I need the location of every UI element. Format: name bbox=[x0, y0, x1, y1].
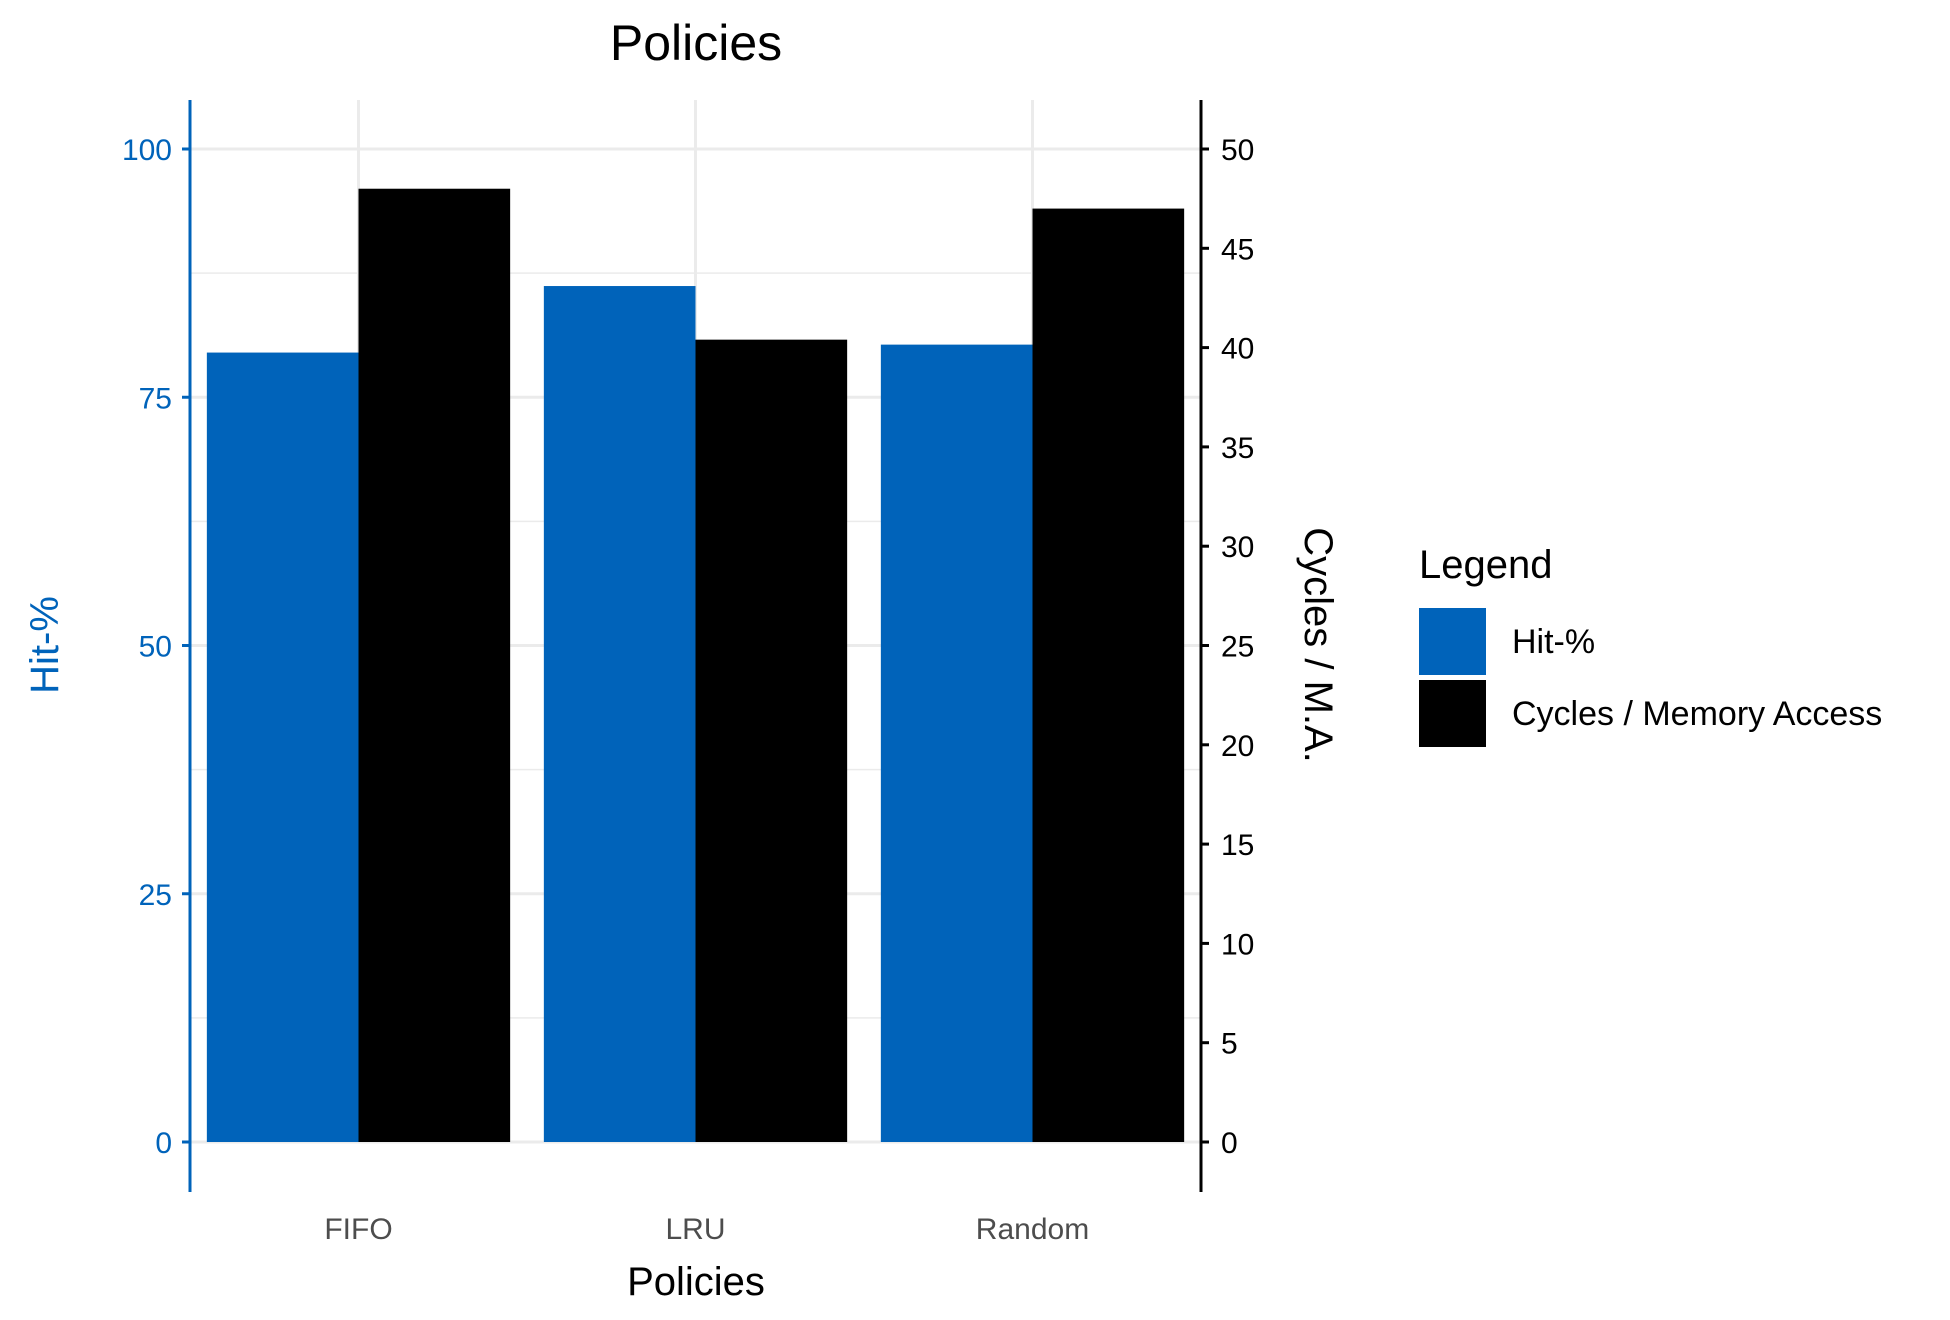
bar-cycles-random bbox=[1032, 208, 1185, 1142]
right-tick-label: 20 bbox=[1221, 730, 1254, 763]
x-tick-label-fifo: FIFO bbox=[324, 1213, 392, 1246]
right-tick-label: 45 bbox=[1221, 233, 1254, 266]
right-tick-label: 40 bbox=[1221, 333, 1254, 366]
right-tick-label: 10 bbox=[1221, 928, 1254, 961]
left-tick-label: 25 bbox=[139, 879, 172, 912]
bar-hit-lru bbox=[543, 286, 696, 1142]
bar-cycles-lru bbox=[695, 339, 848, 1142]
y2-axis-title: Cycles / M.A. bbox=[1296, 527, 1340, 763]
right-tick-label: 0 bbox=[1221, 1127, 1238, 1160]
right-tick-label: 30 bbox=[1221, 531, 1254, 564]
legend-title: Legend bbox=[1419, 543, 1552, 587]
legend: Legend Hit-% Cycles / Memory Access bbox=[1419, 543, 1882, 747]
legend-swatch-cycles bbox=[1419, 680, 1486, 747]
left-tick-label: 100 bbox=[122, 134, 172, 167]
chart-title: Policies bbox=[610, 15, 782, 71]
legend-swatch-hit bbox=[1419, 608, 1486, 675]
left-axis-ticks: 0 25 50 75 100 bbox=[122, 134, 190, 1160]
bar-hit-fifo bbox=[206, 352, 359, 1142]
left-tick-label: 0 bbox=[155, 1127, 172, 1160]
legend-label-cycles: Cycles / Memory Access bbox=[1512, 695, 1882, 733]
bar-cycles-fifo bbox=[358, 188, 511, 1143]
bar-hit-random bbox=[880, 344, 1033, 1143]
legend-items: Hit-% Cycles / Memory Access bbox=[1419, 608, 1882, 747]
right-tick-label: 5 bbox=[1221, 1028, 1238, 1061]
right-tick-label: 50 bbox=[1221, 134, 1254, 167]
legend-label-hit: Hit-% bbox=[1512, 623, 1595, 661]
right-axis-ticks: 0 5 10 15 20 25 30 35 40 45 50 bbox=[1201, 134, 1254, 1160]
x-axis-ticks: FIFO LRU Random bbox=[324, 1213, 1089, 1246]
x-axis-title: Policies bbox=[627, 1260, 765, 1304]
x-tick-label-random: Random bbox=[976, 1213, 1089, 1246]
x-tick-label-lru: LRU bbox=[665, 1213, 725, 1246]
bars bbox=[206, 188, 1185, 1143]
right-tick-label: 35 bbox=[1221, 432, 1254, 465]
left-tick-label: 50 bbox=[139, 631, 172, 664]
y-axis-title: Hit-% bbox=[23, 596, 67, 694]
right-tick-label: 25 bbox=[1221, 631, 1254, 664]
left-tick-label: 75 bbox=[139, 382, 172, 415]
right-tick-label: 15 bbox=[1221, 829, 1254, 862]
